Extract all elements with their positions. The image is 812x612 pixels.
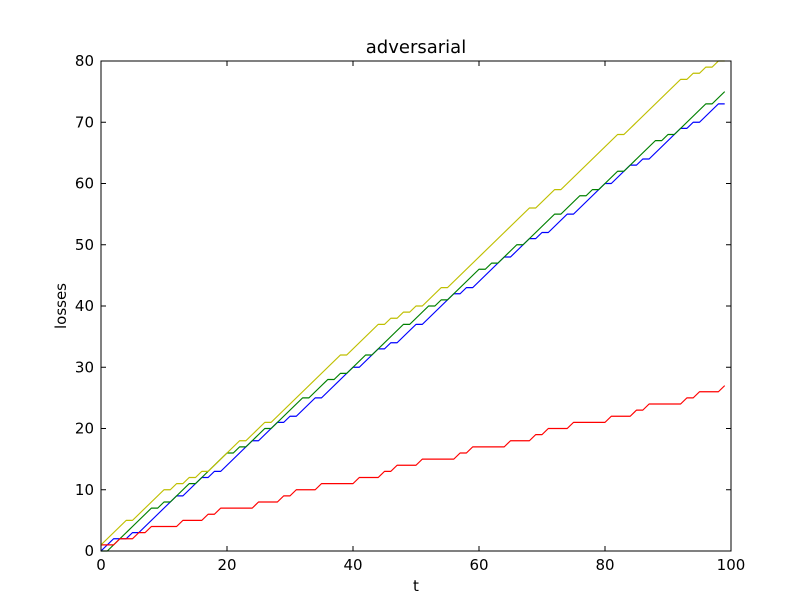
series-layer xyxy=(100,60,726,552)
y-tick-label: 10 xyxy=(75,481,94,499)
x-tick-label: 40 xyxy=(343,556,362,574)
series-line-4 xyxy=(100,60,725,546)
plot-frame xyxy=(100,60,732,552)
series-line-2 xyxy=(101,91,726,552)
x-tick-label: 20 xyxy=(217,556,236,574)
y-tick-label: 30 xyxy=(75,358,94,376)
x-tick-label: 80 xyxy=(595,556,614,574)
y-tick-label: 20 xyxy=(75,420,94,438)
y-axis-label: losses xyxy=(52,283,70,329)
y-tick-label: 80 xyxy=(75,52,94,70)
y-tick-label: 50 xyxy=(75,236,94,254)
x-tick-label: 100 xyxy=(717,556,746,574)
chart-title: adversarial xyxy=(366,37,466,58)
y-tick-label: 0 xyxy=(84,542,94,560)
y-tick-label: 70 xyxy=(75,113,94,131)
x-axis-label: t xyxy=(413,577,419,595)
series-line-3 xyxy=(101,385,726,546)
y-tick-label: 60 xyxy=(75,175,94,193)
series-line-1 xyxy=(100,103,725,552)
x-tick-label: 0 xyxy=(96,556,106,574)
x-tick-label: 60 xyxy=(469,556,488,574)
y-tick-label: 40 xyxy=(75,297,94,315)
